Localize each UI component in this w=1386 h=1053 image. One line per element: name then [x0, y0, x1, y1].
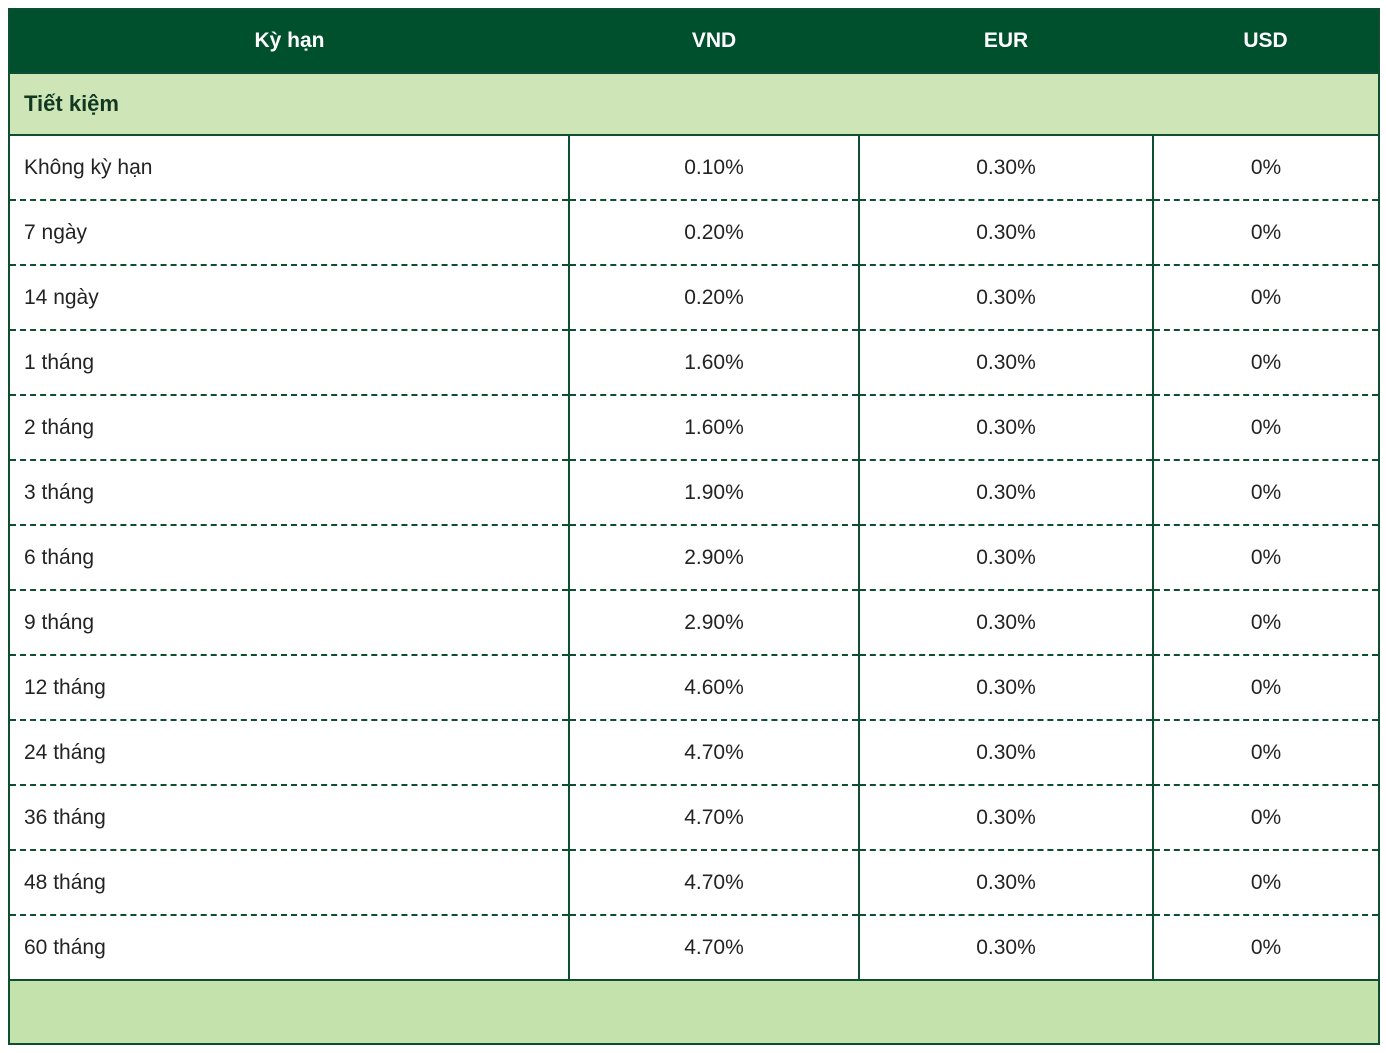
usd-rate-cell: 0% [1152, 135, 1379, 200]
table-row: 14 ngày 0.20% 0.30% 0% [9, 264, 1379, 330]
term-cell: 6 tháng [9, 524, 569, 590]
table-row: 7 ngày 0.20% 0.30% 0% [9, 199, 1379, 265]
column-header-term: Kỳ hạn [9, 9, 569, 73]
table-row: 48 tháng 4.70% 0.30% 0% [9, 849, 1379, 915]
term-cell: 7 ngày [9, 199, 569, 265]
eur-rate-cell: 0.30% [858, 589, 1153, 655]
vnd-rate-cell: 1.60% [568, 394, 859, 460]
table-body: Không kỳ hạn 0.10% 0.30% 0% 7 ngày 0.20%… [9, 135, 1379, 980]
vnd-rate-cell: 4.70% [568, 914, 859, 980]
table-row: Không kỳ hạn 0.10% 0.30% 0% [9, 135, 1379, 200]
column-header-vnd: VND [569, 9, 859, 73]
eur-rate-cell: 0.30% [858, 849, 1153, 915]
eur-rate-cell: 0.30% [858, 719, 1153, 785]
term-cell: 1 tháng [9, 329, 569, 395]
eur-rate-cell: 0.30% [858, 264, 1153, 330]
usd-rate-cell: 0% [1152, 719, 1379, 785]
vnd-rate-cell: 4.70% [568, 784, 859, 850]
vnd-rate-cell: 4.70% [568, 719, 859, 785]
table-row: 60 tháng 4.70% 0.30% 0% [9, 914, 1379, 980]
term-cell: 24 tháng [9, 719, 569, 785]
usd-rate-cell: 0% [1152, 849, 1379, 915]
eur-rate-cell: 0.30% [858, 135, 1153, 200]
vnd-rate-cell: 2.90% [568, 524, 859, 590]
header-row: Kỳ hạn VND EUR USD [9, 9, 1379, 73]
table-row: 24 tháng 4.70% 0.30% 0% [9, 719, 1379, 785]
eur-rate-cell: 0.30% [858, 654, 1153, 720]
term-cell: 9 tháng [9, 589, 569, 655]
term-cell: 2 tháng [9, 394, 569, 460]
term-cell: Không kỳ hạn [9, 135, 569, 200]
usd-rate-cell: 0% [1152, 589, 1379, 655]
eur-rate-cell: 0.30% [858, 459, 1153, 525]
eur-rate-cell: 0.30% [858, 914, 1153, 980]
table-row: 9 tháng 2.90% 0.30% 0% [9, 589, 1379, 655]
eur-rate-cell: 0.30% [858, 784, 1153, 850]
term-cell: 14 ngày [9, 264, 569, 330]
vnd-rate-cell: 2.90% [568, 589, 859, 655]
section-header-savings: Tiết kiệm [9, 72, 1379, 136]
vnd-rate-cell: 1.90% [568, 459, 859, 525]
table-row: 3 tháng 1.90% 0.30% 0% [9, 459, 1379, 525]
table-header: Kỳ hạn VND EUR USD [9, 9, 1379, 73]
interest-rate-table: Kỳ hạn VND EUR USD Tiết kiệm Không kỳ hạ… [8, 8, 1380, 1045]
term-cell: 60 tháng [9, 914, 569, 980]
usd-rate-cell: 0% [1152, 329, 1379, 395]
term-cell: 3 tháng [9, 459, 569, 525]
term-cell: 48 tháng [9, 849, 569, 915]
section-header-label: Tiết kiệm [9, 72, 1379, 136]
column-header-eur: EUR [859, 9, 1153, 73]
vnd-rate-cell: 4.60% [568, 654, 859, 720]
eur-rate-cell: 0.30% [858, 199, 1153, 265]
term-cell: 12 tháng [9, 654, 569, 720]
column-header-usd: USD [1153, 9, 1379, 73]
vnd-rate-cell: 4.70% [568, 849, 859, 915]
usd-rate-cell: 0% [1152, 524, 1379, 590]
usd-rate-cell: 0% [1152, 264, 1379, 330]
usd-rate-cell: 0% [1152, 784, 1379, 850]
table-row: 2 tháng 1.60% 0.30% 0% [9, 394, 1379, 460]
vnd-rate-cell: 0.20% [568, 199, 859, 265]
eur-rate-cell: 0.30% [858, 394, 1153, 460]
vnd-rate-cell: 1.60% [568, 329, 859, 395]
table-row: 1 tháng 1.60% 0.30% 0% [9, 329, 1379, 395]
usd-rate-cell: 0% [1152, 199, 1379, 265]
usd-rate-cell: 0% [1152, 459, 1379, 525]
table-row: 12 tháng 4.60% 0.30% 0% [9, 654, 1379, 720]
vnd-rate-cell: 0.20% [568, 264, 859, 330]
table-row: 6 tháng 2.90% 0.30% 0% [9, 524, 1379, 590]
usd-rate-cell: 0% [1152, 394, 1379, 460]
eur-rate-cell: 0.30% [858, 524, 1153, 590]
usd-rate-cell: 0% [1152, 654, 1379, 720]
table-row: 36 tháng 4.70% 0.30% 0% [9, 784, 1379, 850]
term-cell: 36 tháng [9, 784, 569, 850]
eur-rate-cell: 0.30% [858, 329, 1153, 395]
vnd-rate-cell: 0.10% [568, 135, 859, 200]
usd-rate-cell: 0% [1152, 914, 1379, 980]
